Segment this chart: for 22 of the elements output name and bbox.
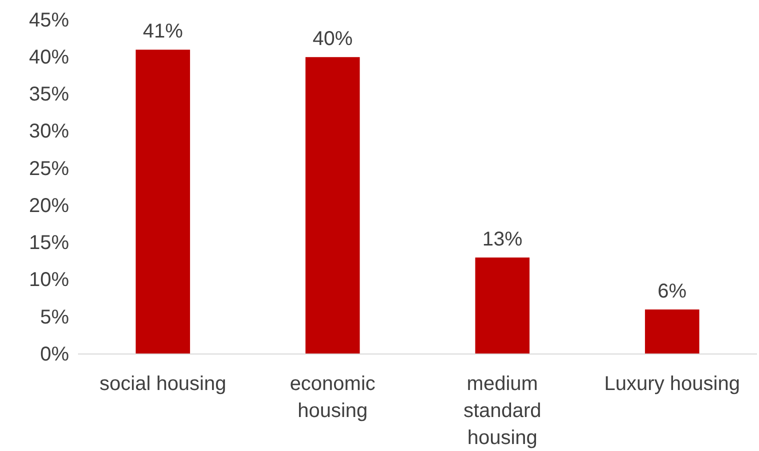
y-tick-label: 20% <box>28 194 70 217</box>
y-tick-label: 30% <box>28 120 70 143</box>
bar <box>305 57 360 354</box>
x-tick-label: social housing <box>100 373 226 395</box>
bar <box>644 309 700 354</box>
data-label: 41% <box>142 20 184 43</box>
y-tick-label: 35% <box>28 84 70 106</box>
data-label: 6% <box>658 280 687 302</box>
bar <box>136 50 190 354</box>
x-tick-label: Luxury housing <box>604 373 740 395</box>
bar <box>475 258 530 354</box>
y-tick-label: 5% <box>40 306 70 328</box>
y-tick-label: 15% <box>28 232 70 254</box>
x-tick-label: medium standard housing <box>463 373 542 449</box>
y-tick-label: 10% <box>28 269 70 292</box>
y-tick-label: 0% <box>40 343 70 366</box>
data-label: 40% <box>312 28 353 50</box>
y-tick-label: 45% <box>28 9 70 32</box>
y-tick-label: 40% <box>28 46 70 69</box>
data-label: 13% <box>482 228 523 251</box>
x-tick-label: economic housing <box>290 373 376 422</box>
y-tick-label: 25% <box>28 158 70 180</box>
